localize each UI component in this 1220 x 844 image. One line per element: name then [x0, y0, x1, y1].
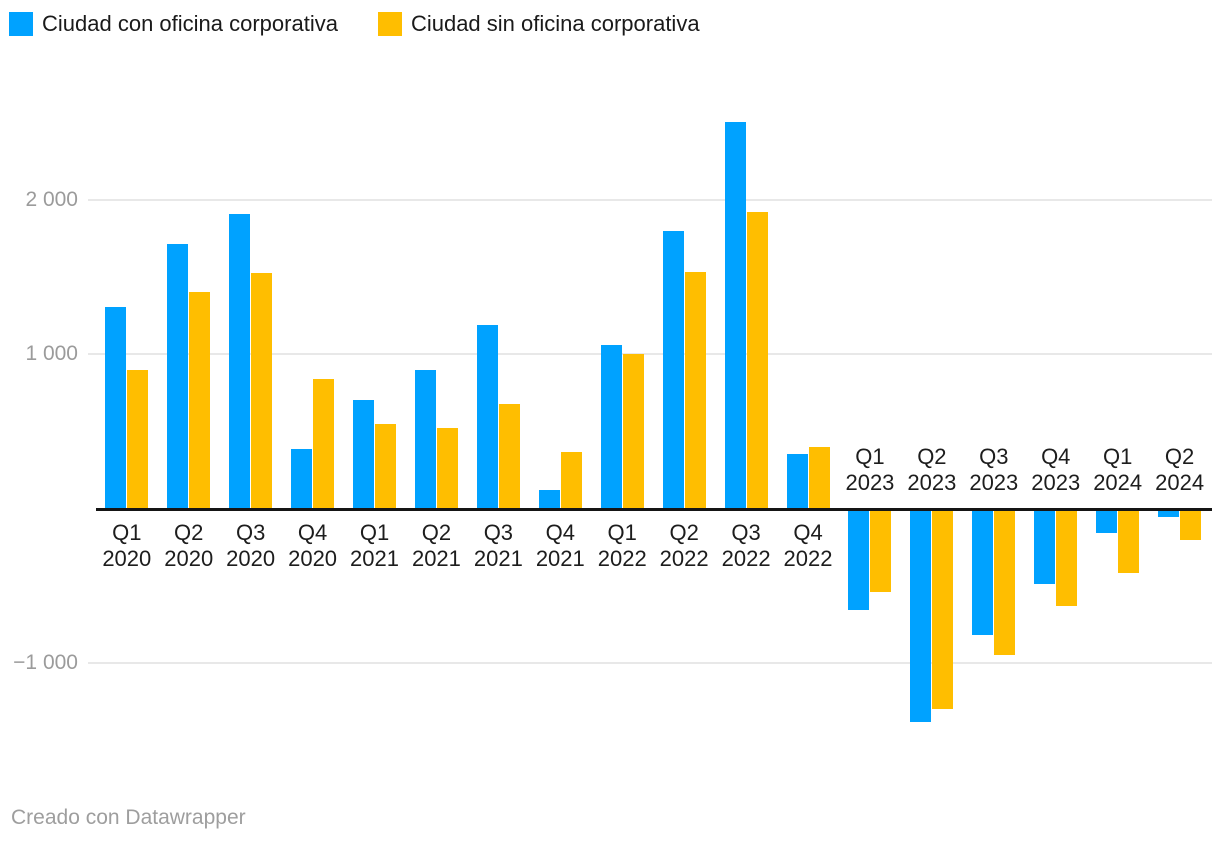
legend-label-sin-oficina: Ciudad sin oficina corporativa	[410, 11, 700, 36]
bar-sin-oficina-q3-2022[interactable]	[746, 212, 768, 509]
bar-sin-oficina-q3-2020[interactable]	[251, 273, 273, 509]
bar-sin-oficina-q4-2022[interactable]	[808, 447, 830, 509]
bar-sin-oficina-q2-2022[interactable]	[684, 272, 706, 509]
legend-item-con-oficina: Ciudad con oficina corporativa	[9, 11, 338, 37]
bar-con-oficina-q4-2022[interactable]	[786, 453, 808, 509]
bar-con-oficina-q1-2023[interactable]	[848, 508, 870, 611]
bar-sin-oficina-q4-2023[interactable]	[1056, 508, 1078, 606]
bar-sin-oficina-q3-2023[interactable]	[994, 508, 1016, 656]
bar-con-oficina-q2-2020[interactable]	[167, 244, 189, 509]
bar-con-oficina-q3-2021[interactable]	[476, 324, 498, 509]
x-label-q2-2021: Q2 2021	[411, 520, 461, 571]
y-tick-1000: 1 000	[25, 342, 78, 366]
x-label-q2-2024: Q2 2024	[1155, 444, 1205, 495]
x-label-q4-2021: Q4 2021	[535, 520, 585, 571]
x-label-q2-2023: Q2 2023	[907, 444, 957, 495]
x-label-q2-2020: Q2 2020	[164, 520, 214, 571]
x-label-q1-2024: Q1 2024	[1093, 444, 1143, 495]
bar-con-oficina-q4-2021[interactable]	[538, 489, 560, 509]
x-label-q3-2021: Q3 2021	[473, 520, 523, 571]
bar-sin-oficina-q4-2020[interactable]	[313, 378, 335, 509]
bar-sin-oficina-q1-2021[interactable]	[375, 423, 397, 509]
bar-sin-oficina-q2-2023[interactable]	[932, 508, 954, 709]
gridline--1000	[88, 661, 1212, 664]
legend-swatch-yellow-icon	[377, 12, 402, 36]
x-label-q1-2023: Q1 2023	[845, 444, 895, 495]
bar-con-oficina-q3-2022[interactable]	[724, 121, 746, 509]
bar-con-oficina-q4-2023[interactable]	[1034, 508, 1056, 585]
bar-con-oficina-q2-2024[interactable]	[1158, 508, 1180, 517]
bar-con-oficina-q1-2021[interactable]	[353, 400, 375, 509]
bar-sin-oficina-q2-2021[interactable]	[436, 428, 458, 509]
bar-con-oficina-q1-2022[interactable]	[600, 344, 622, 509]
bar-sin-oficina-q2-2024[interactable]	[1180, 508, 1202, 541]
x-label-q1-2021: Q1 2021	[350, 520, 399, 571]
x-label-q1-2022: Q1 2022	[597, 520, 647, 571]
y-tick--1000: −1 000	[13, 650, 78, 674]
x-axis-line	[96, 507, 1212, 511]
x-label-q2-2022: Q2 2022	[659, 520, 709, 571]
bar-con-oficina-q1-2020[interactable]	[105, 307, 127, 509]
bar-sin-oficina-q1-2020[interactable]	[127, 370, 149, 509]
bar-con-oficina-q2-2021[interactable]	[414, 369, 436, 509]
y-tick-2000: 2 000	[25, 187, 78, 211]
x-label-q1-2020: Q1 2020	[102, 520, 152, 571]
legend-label-con-oficina: Ciudad con oficina corporativa	[42, 11, 338, 36]
bar-con-oficina-q2-2023[interactable]	[910, 508, 932, 722]
gridline-1000	[88, 353, 1212, 356]
x-label-q4-2022: Q4 2022	[783, 520, 833, 571]
datawrapper-credit-link[interactable]: Creado con Datawrapper	[11, 806, 246, 829]
bar-con-oficina-q4-2020[interactable]	[291, 449, 313, 509]
x-label-q3-2022: Q3 2022	[721, 520, 771, 571]
gridline-2000	[88, 198, 1212, 201]
x-label-q3-2023: Q3 2023	[969, 444, 1019, 495]
bar-sin-oficina-q4-2021[interactable]	[560, 452, 582, 509]
bar-sin-oficina-q3-2021[interactable]	[498, 403, 520, 509]
legend-item-sin-oficina: Ciudad sin oficina corporativa	[377, 11, 700, 37]
bar-con-oficina-q3-2020[interactable]	[229, 214, 251, 509]
bar-con-oficina-q2-2022[interactable]	[662, 231, 684, 509]
bar-sin-oficina-q1-2023[interactable]	[870, 508, 892, 593]
bar-sin-oficina-q1-2022[interactable]	[622, 354, 644, 509]
bar-con-oficina-q3-2023[interactable]	[972, 508, 994, 636]
x-label-q3-2020: Q3 2020	[226, 520, 276, 571]
bar-con-oficina-q1-2024[interactable]	[1096, 508, 1118, 534]
x-label-q4-2020: Q4 2020	[288, 520, 338, 571]
x-label-q4-2023: Q4 2023	[1031, 444, 1081, 495]
bar-sin-oficina-q2-2020[interactable]	[189, 292, 211, 509]
bar-sin-oficina-q1-2024[interactable]	[1118, 508, 1140, 573]
legend: Ciudad con oficina corporativa Ciudad si…	[9, 11, 740, 37]
legend-swatch-blue-icon	[9, 12, 33, 36]
